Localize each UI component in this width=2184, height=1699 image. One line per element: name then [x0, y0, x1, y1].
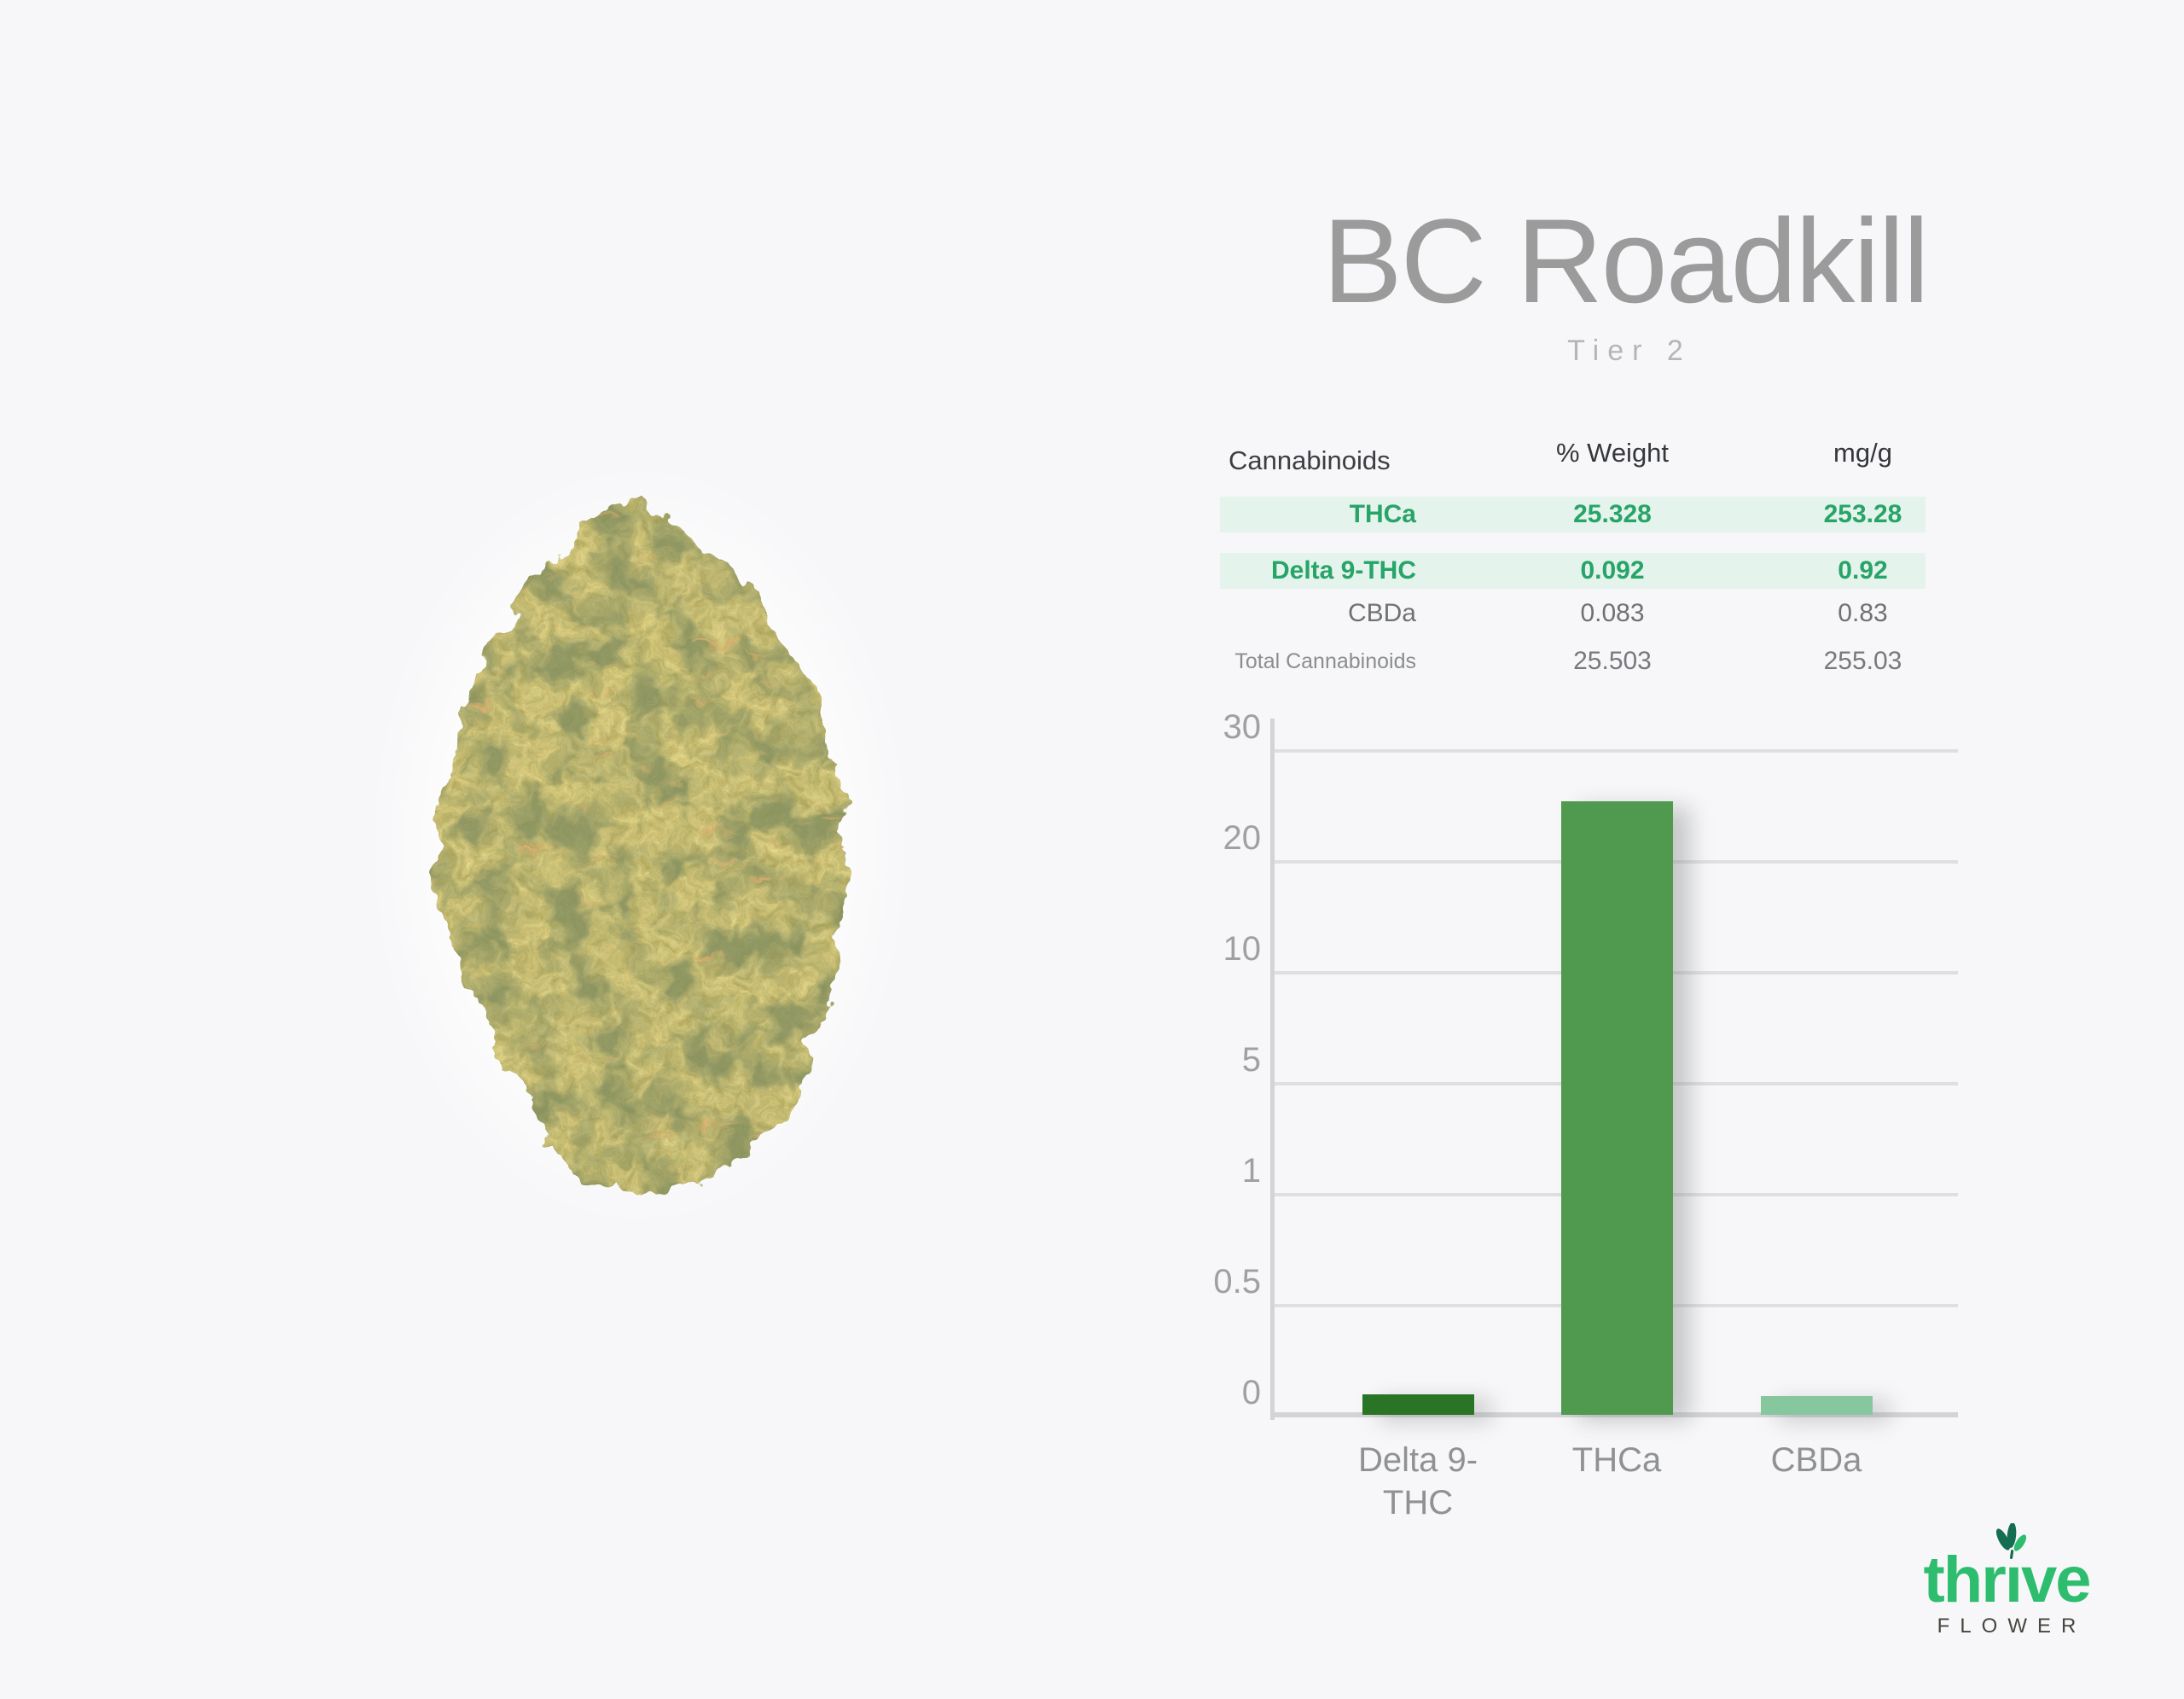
bar-delta-9-thc — [1362, 1394, 1474, 1415]
col-header-cannabinoids: Cannabinoids — [1228, 445, 1391, 475]
table-header-row: Cannabinoids % Weight mg/g — [1220, 427, 1926, 476]
leaf-icon — [1996, 1523, 2027, 1559]
brand-word-end: ve — [2020, 1544, 2092, 1616]
y-axis-tick-label: 10 — [1223, 930, 1262, 968]
cannabinoid-bar-chart: 0 0.5 1 5 10 20 30 Delta 9-THC THCa CBDa — [1213, 708, 1958, 1522]
x-axis-tick-label: CBDa — [1770, 1441, 1862, 1479]
table-row: Total Cannabinoids 25.503 255.03 — [1220, 642, 1926, 681]
row-mgg-value: 253.28 — [1823, 500, 1902, 528]
row-mgg-value: 0.92 — [1838, 556, 1888, 585]
table-row: Delta 9-THC 0.092 0.92 — [1220, 553, 1926, 589]
y-axis-tick-label: 20 — [1223, 819, 1262, 857]
row-weight-value: 25.503 — [1573, 647, 1652, 675]
y-axis-tick-label: 5 — [1241, 1041, 1261, 1079]
y-axis-tick-label: 0.5 — [1213, 1263, 1261, 1300]
x-axis-tick-label: Delta 9-THC — [1357, 1441, 1478, 1522]
gridline — [1275, 1412, 1958, 1417]
row-name: Total Cannabinoids — [1234, 649, 1416, 673]
row-name: CBDa — [1347, 599, 1416, 627]
row-weight-value: 0.083 — [1580, 599, 1645, 627]
table-row: THCa 25.328 253.28 — [1220, 497, 1926, 532]
y-axis-tick-label: 1 — [1241, 1152, 1261, 1190]
brand-wordmark: thrı ve — [1923, 1523, 2092, 1616]
tier-label: Tier 2 — [1567, 335, 1692, 367]
row-weight-value: 25.328 — [1573, 500, 1652, 528]
y-axis-tick-label: 0 — [1241, 1374, 1261, 1411]
gridline — [1275, 749, 1958, 753]
row-name: Delta 9-THC — [1270, 556, 1416, 585]
col-header-mgg: mg/g — [1833, 438, 1892, 468]
table-row: CBDa 0.083 0.83 — [1220, 596, 1926, 631]
row-weight-value: 0.092 — [1580, 556, 1645, 585]
x-axis-tick-label: THCa — [1571, 1441, 1662, 1479]
brand-subtext: FLOWER — [1937, 1614, 2087, 1638]
bar-cbda — [1760, 1396, 1873, 1415]
row-name: THCa — [1349, 500, 1416, 528]
row-mgg-value: 255.03 — [1823, 647, 1902, 675]
bar-thca — [1560, 801, 1673, 1415]
row-mgg-value: 0.83 — [1838, 599, 1888, 627]
cannabinoid-table: Cannabinoids % Weight mg/g THCa 25.328 253.28… — [1220, 427, 1926, 681]
strain-title: BC Roadkill — [1322, 194, 1929, 328]
product-photo — [367, 461, 913, 1229]
y-axis-tick-label: 30 — [1223, 708, 1262, 746]
brand-word-start: thr — [1923, 1544, 2007, 1616]
col-header-weight: % Weight — [1555, 438, 1670, 468]
brand-word-i: ı — [2004, 1544, 2023, 1616]
y-axis-line — [1270, 719, 1275, 1420]
cannabis-bud-image — [434, 497, 847, 1196]
brand-logo: thrı ve FLOWER — [1887, 1523, 2126, 1638]
